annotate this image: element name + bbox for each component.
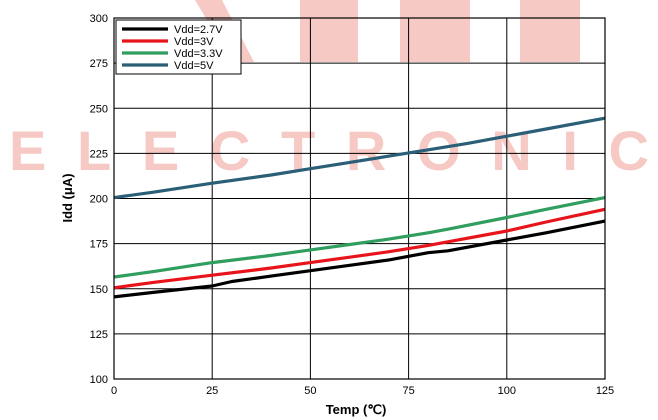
y-tick-label: 275 xyxy=(90,58,108,70)
x-tick-label: 75 xyxy=(402,385,414,397)
series-line-4 xyxy=(113,116,606,200)
series-line-2 xyxy=(113,207,606,290)
tick-labels: 0 25 50 75 100 125 100 125 150 175 200 225 250 275 300 xyxy=(90,13,615,397)
x-tick-label: 25 xyxy=(206,385,218,397)
y-tick-label: 300 xyxy=(90,13,108,25)
series-lines xyxy=(113,116,606,299)
watermark-logo-shape xyxy=(400,0,470,62)
series-line-1 xyxy=(113,219,606,299)
y-tick-label: 250 xyxy=(90,103,108,115)
y-tick-label: 125 xyxy=(90,329,108,341)
x-tick-label: 0 xyxy=(111,385,117,397)
y-tick-label: 150 xyxy=(90,284,108,296)
x-tick-label: 100 xyxy=(498,385,516,397)
y-tick-label: 100 xyxy=(90,374,108,386)
x-tick-label: 50 xyxy=(304,385,316,397)
plot-frame xyxy=(113,17,606,380)
y-tick-label: 225 xyxy=(90,148,108,160)
legend-label: Vdd=2.7V xyxy=(174,24,223,36)
legend-label: Vdd=3V xyxy=(174,36,214,48)
x-axis-label: Temp (℃) xyxy=(326,402,387,417)
y-tick-label: 175 xyxy=(90,239,108,251)
legend-label: Vdd=5V xyxy=(174,60,214,72)
series-line-3 xyxy=(113,196,606,279)
watermark-logo-shape xyxy=(520,0,580,62)
y-axis-label: Idd (μA) xyxy=(60,173,75,222)
x-tick-label: 125 xyxy=(596,385,614,397)
y-tick-label: 200 xyxy=(90,194,108,206)
watermark-logo-shape xyxy=(300,0,358,62)
legend-label: Vdd=3.3V xyxy=(174,48,223,60)
